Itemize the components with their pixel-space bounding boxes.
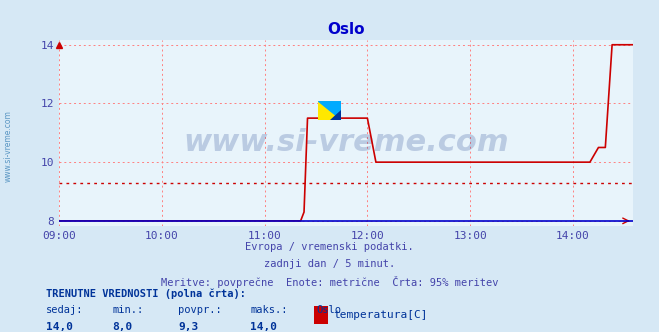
Text: www.si-vreme.com: www.si-vreme.com: [4, 110, 13, 182]
Text: min.:: min.:: [112, 305, 143, 315]
Text: 9,3: 9,3: [178, 322, 198, 332]
Text: 14,0: 14,0: [250, 322, 277, 332]
Text: 8,0: 8,0: [112, 322, 132, 332]
Text: Meritve: povprečne  Enote: metrične  Črta: 95% meritev: Meritve: povprečne Enote: metrične Črta:…: [161, 276, 498, 288]
Text: 14,0: 14,0: [46, 322, 73, 332]
Text: TRENUTNE VREDNOSTI (polna črta):: TRENUTNE VREDNOSTI (polna črta):: [46, 289, 246, 299]
Title: Oslo: Oslo: [328, 22, 364, 37]
Text: povpr.:: povpr.:: [178, 305, 221, 315]
Text: maks.:: maks.:: [250, 305, 288, 315]
Text: Oslo: Oslo: [316, 305, 341, 315]
Text: zadnji dan / 5 minut.: zadnji dan / 5 minut.: [264, 259, 395, 269]
Text: sedaj:: sedaj:: [46, 305, 84, 315]
Text: www.si-vreme.com: www.si-vreme.com: [183, 127, 509, 157]
Text: temperatura[C]: temperatura[C]: [333, 310, 427, 320]
Text: Evropa / vremenski podatki.: Evropa / vremenski podatki.: [245, 242, 414, 252]
